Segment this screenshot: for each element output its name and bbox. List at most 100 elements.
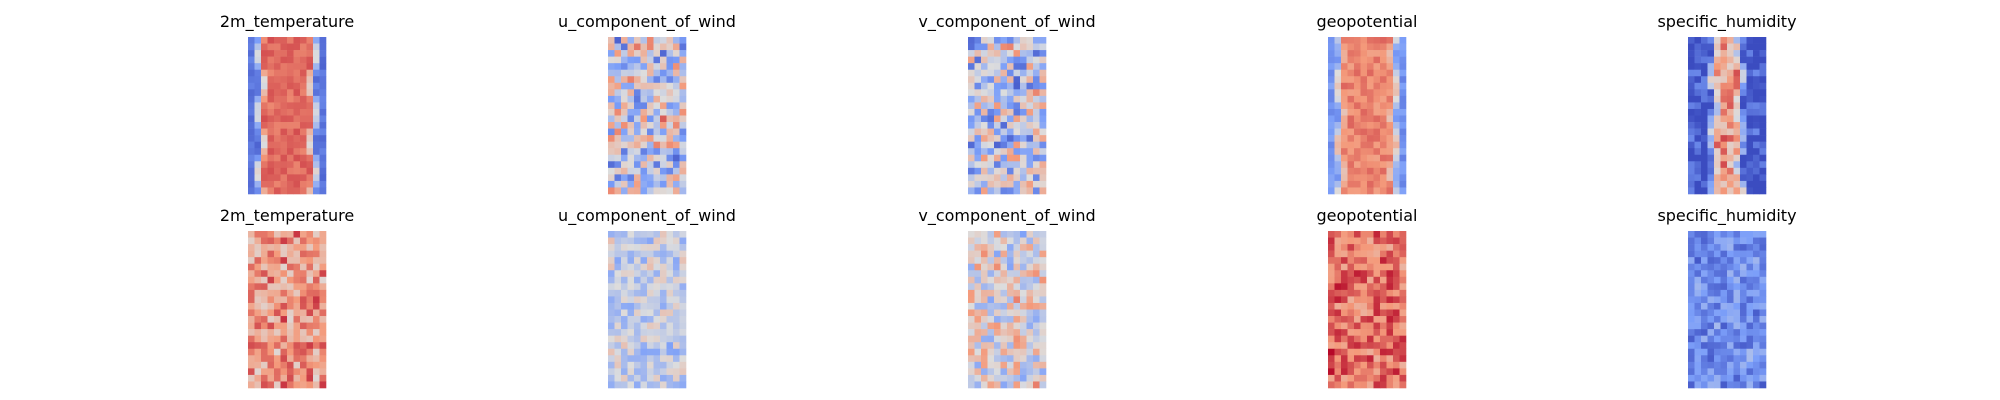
heatmap-cell <box>1714 50 1721 57</box>
heatmap-cell <box>627 89 635 97</box>
heatmap-cell <box>1380 244 1387 251</box>
heatmap-cell <box>287 161 294 169</box>
heatmap-cell <box>1740 122 1747 129</box>
heatmap-cell <box>614 135 622 142</box>
heatmap-cell <box>679 122 687 129</box>
heatmap-cell <box>261 187 268 195</box>
heatmap-cell <box>306 355 314 363</box>
heatmap-cell <box>1399 289 1407 297</box>
heatmap-cell <box>634 174 641 182</box>
heatmap-cell <box>1380 348 1387 356</box>
heatmap-cell <box>653 355 661 363</box>
heatmap-cell <box>1688 289 1695 297</box>
heatmap-cell <box>1347 135 1355 142</box>
heatmap-cell <box>968 316 975 323</box>
heatmap-cell <box>627 263 635 271</box>
heatmap-cell <box>1000 342 1008 350</box>
heatmap-cell <box>614 154 622 162</box>
heatmap-cell <box>261 69 268 77</box>
heatmap-cell <box>1007 95 1014 103</box>
heatmap-cell <box>640 187 648 195</box>
heatmap-cell <box>634 187 641 195</box>
heatmap-cell <box>673 361 680 369</box>
heatmap-cell <box>1399 115 1407 123</box>
heatmap-cell <box>1714 154 1721 162</box>
heatmap-cell <box>261 302 268 310</box>
heatmap-cell <box>1007 257 1014 265</box>
heatmap-cell <box>1039 37 1047 44</box>
heatmap-cell <box>1026 135 1034 142</box>
heatmap-cell <box>1707 43 1715 51</box>
heatmap-cell <box>614 89 622 97</box>
heatmap-cell <box>1341 37 1348 44</box>
heatmap-cell <box>1039 187 1047 195</box>
heatmap-cell <box>1714 368 1721 376</box>
heatmap-cell <box>987 237 995 245</box>
heatmap-cell <box>1701 95 1708 103</box>
heatmap-cell <box>1701 237 1708 245</box>
heatmap-cell <box>1753 50 1760 57</box>
heatmap-cell <box>621 257 628 265</box>
heatmap-cell <box>679 148 687 156</box>
heatmap-cell <box>1701 250 1708 258</box>
heatmap-cell <box>1727 102 1734 110</box>
heatmap-cell <box>254 56 262 64</box>
heatmap-cell <box>1701 316 1708 323</box>
heatmap-cell <box>987 296 995 304</box>
heatmap-cell <box>1740 335 1747 343</box>
heatmap-cell <box>1328 302 1335 310</box>
heatmap-cell <box>660 89 667 97</box>
heatmap-cell <box>1000 128 1008 136</box>
heatmap-cell <box>1039 154 1047 162</box>
heatmap-cell <box>280 348 288 356</box>
heatmap-cell <box>1367 374 1374 382</box>
heatmap-cell <box>287 322 294 330</box>
heatmap-cell <box>274 122 281 129</box>
heatmap-cell <box>647 250 654 258</box>
heatmap-cell <box>1714 174 1721 182</box>
heatmap-cell <box>1380 174 1387 182</box>
heatmap-cell <box>313 342 320 350</box>
heatmap-cell <box>1733 355 1741 363</box>
heatmap-cell <box>647 381 654 389</box>
heatmap-cell <box>313 381 320 389</box>
heatmap-cell <box>666 355 674 363</box>
heatmap-cell <box>621 361 628 369</box>
heatmap-cell <box>1399 322 1407 330</box>
heatmap-cell <box>1380 180 1387 188</box>
heatmap-cell <box>981 161 988 169</box>
heatmap-cell <box>1386 374 1394 382</box>
heatmap-cell <box>660 237 667 245</box>
heatmap-cell <box>1714 56 1721 64</box>
heatmap-cell <box>1026 257 1034 265</box>
heatmap-cell <box>254 335 262 343</box>
heatmap-cell <box>1013 342 1021 350</box>
heatmap-cell <box>679 141 687 149</box>
heatmap-cell <box>319 135 327 142</box>
heatmap-cell <box>1367 283 1374 291</box>
heatmap-cell <box>1354 154 1361 162</box>
heatmap-cell <box>1007 37 1014 44</box>
heatmap-cell <box>627 128 635 136</box>
heatmap-cell <box>1759 355 1767 363</box>
heatmap-cell <box>1033 154 1040 162</box>
heatmap-cell <box>1720 237 1728 245</box>
heatmap-cell <box>1039 148 1047 156</box>
heatmap-cell <box>248 316 255 323</box>
heatmap-cell <box>319 161 327 169</box>
heatmap-cell <box>1393 115 1400 123</box>
heatmap-cell <box>1354 276 1361 284</box>
heatmap-cell <box>1720 141 1728 149</box>
heatmap-cell <box>1399 296 1407 304</box>
heatmap-cell <box>1720 128 1728 136</box>
heatmap-cell <box>994 63 1001 71</box>
heatmap-cell <box>987 37 995 44</box>
heatmap-cell <box>968 135 975 142</box>
heatmap-cell <box>267 167 275 175</box>
heatmap-cell <box>1013 231 1021 238</box>
heatmap-cell <box>634 270 641 278</box>
heatmap-cell <box>981 50 988 57</box>
heatmap-cell <box>1328 322 1335 330</box>
heatmap-cell <box>1714 361 1721 369</box>
heatmap-cell <box>1334 82 1342 90</box>
